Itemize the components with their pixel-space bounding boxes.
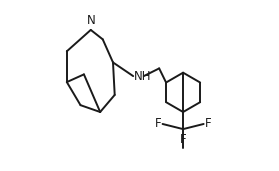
Text: N: N: [87, 14, 96, 27]
Text: F: F: [180, 133, 186, 146]
Text: NH: NH: [134, 70, 151, 83]
Text: F: F: [205, 117, 211, 130]
Text: F: F: [155, 117, 161, 130]
